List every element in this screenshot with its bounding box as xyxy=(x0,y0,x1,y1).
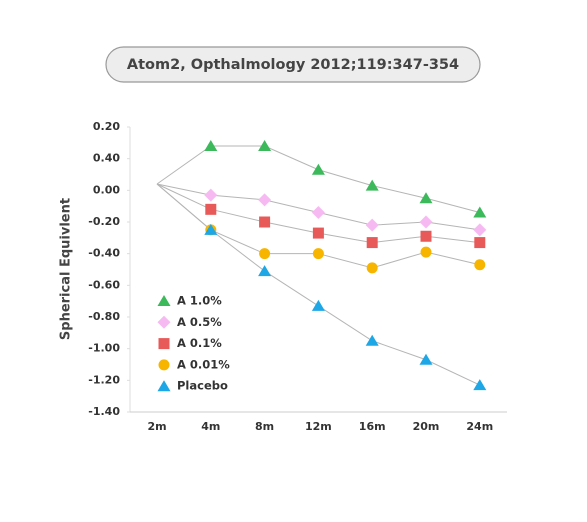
y-axis-label: Spherical Equivlent xyxy=(59,198,74,340)
y-tick-label: -1.20 xyxy=(88,373,120,386)
data-point xyxy=(259,248,271,260)
x-tick-label: 4m xyxy=(201,420,220,433)
data-point xyxy=(365,334,379,346)
data-point xyxy=(474,259,486,271)
y-tick-label: -1.40 xyxy=(88,405,120,418)
legend-marker xyxy=(157,315,171,329)
y-tick-label: -0.60 xyxy=(88,278,120,291)
data-point xyxy=(366,237,378,249)
y-tick-label: -1.00 xyxy=(88,342,120,355)
data-point xyxy=(419,192,433,204)
data-point xyxy=(365,179,379,191)
data-point xyxy=(473,379,487,391)
y-tick-label: 0.00 xyxy=(93,183,120,196)
y-tick-label: 0.40 xyxy=(93,152,120,165)
data-point xyxy=(205,203,217,215)
data-point xyxy=(420,230,432,242)
data-point xyxy=(204,140,218,151)
legend-marker xyxy=(158,359,170,371)
x-tick-label: 20m xyxy=(413,420,440,433)
title-pill xyxy=(105,46,481,83)
legend-marker xyxy=(158,338,170,350)
data-point xyxy=(311,163,325,175)
legend-label: A 0.5% xyxy=(177,315,222,329)
data-point xyxy=(311,299,325,311)
legend-marker xyxy=(157,380,171,392)
y-tick-label: 0.20 xyxy=(93,120,120,133)
data-point xyxy=(204,223,218,235)
y-tick-label: -0.40 xyxy=(88,247,120,260)
data-point xyxy=(474,237,486,249)
data-point xyxy=(259,216,271,228)
data-point xyxy=(258,140,272,151)
data-point xyxy=(365,218,379,232)
data-point xyxy=(258,193,272,207)
x-tick-label: 12m xyxy=(305,420,332,433)
x-tick-label: 2m xyxy=(147,420,166,433)
data-point xyxy=(311,206,325,219)
chart-title: Atom2, Opthalmology 2012;119:347-354 xyxy=(127,57,459,73)
legend-label: A 0.1% xyxy=(177,336,222,350)
x-tick-label: 24m xyxy=(466,420,493,433)
y-tick-label: -0.20 xyxy=(88,215,120,228)
data-point xyxy=(473,223,487,237)
data-point xyxy=(312,227,324,239)
legend-label: A 0.01% xyxy=(177,357,230,371)
legend-label: Placebo xyxy=(177,379,228,393)
data-point xyxy=(419,353,433,365)
data-point xyxy=(420,246,432,258)
data-point xyxy=(419,215,433,229)
legend-label: A 1.0% xyxy=(177,294,222,308)
x-tick-label: 16m xyxy=(359,420,386,433)
data-point xyxy=(473,206,487,218)
x-tick-label: 8m xyxy=(255,420,274,433)
data-point xyxy=(204,188,218,202)
data-point xyxy=(366,262,378,274)
legend-marker xyxy=(157,295,171,306)
data-point xyxy=(258,265,272,277)
data-point xyxy=(312,248,324,260)
y-tick-label: -0.80 xyxy=(88,310,120,323)
